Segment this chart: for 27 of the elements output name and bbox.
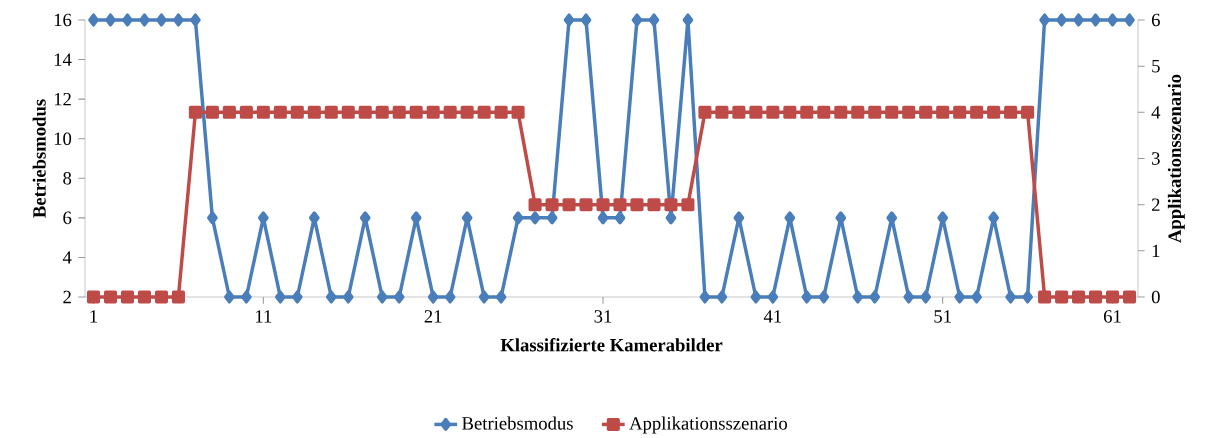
x-tick-label: 31: [594, 310, 612, 323]
y2-tick-label: 0: [1151, 290, 1160, 304]
y2-tick-label: 4: [1151, 106, 1161, 119]
y2-tick-label: 6: [1151, 13, 1160, 27]
x-tick-label: 41: [763, 310, 782, 323]
x-axis-title: Klassifizierte Kamerabilder: [500, 338, 723, 352]
legend-label: Applikationsszenario: [629, 416, 788, 434]
y2-tick-label: 2: [1151, 198, 1160, 212]
y-tick-label: 6: [63, 211, 72, 225]
legend-label: Betriebsmodus: [462, 416, 573, 430]
x-tick-label: 21: [424, 310, 442, 323]
x-tick-label: 11: [255, 310, 272, 323]
y2-tick-label: 5: [1152, 60, 1160, 73]
y-tick-label: 8: [63, 172, 72, 185]
y2-axis-title: Applikationsszenario: [1167, 74, 1185, 244]
y-tick-label: 12: [54, 93, 71, 106]
y-tick-label: 14: [54, 53, 72, 66]
y-tick-label: 2: [63, 291, 71, 304]
x-tick-label: 61: [1103, 310, 1121, 323]
y2-tick-label: 3: [1152, 152, 1160, 165]
y-tick-label: 16: [54, 13, 72, 27]
x-tick-label: 1: [90, 310, 98, 323]
y-tick-label: 10: [54, 132, 72, 146]
y-tick-label: 4: [62, 251, 72, 264]
y2-tick-label: 1: [1152, 244, 1160, 258]
y-axis-title: Betriebsmodus: [32, 99, 46, 219]
x-tick-label: 51: [934, 310, 951, 323]
